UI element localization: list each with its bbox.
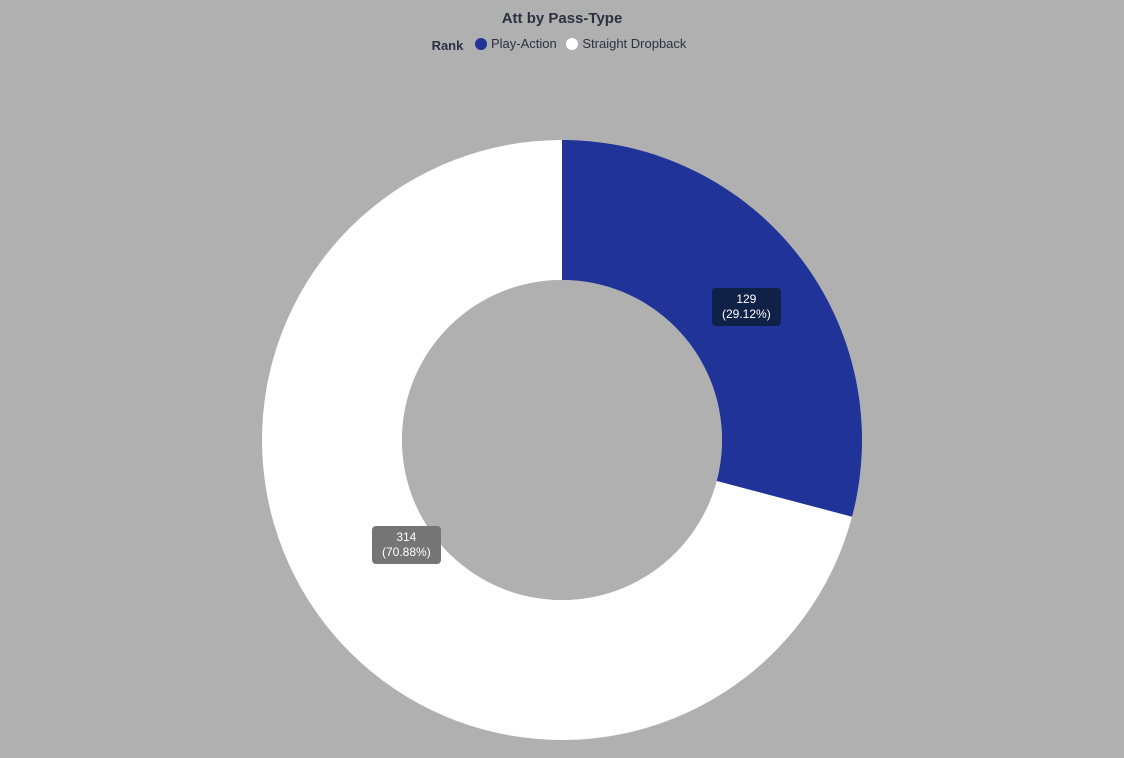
- tooltip-value-straight-dropback: 314: [396, 530, 416, 544]
- donut-svg: [0, 0, 1124, 758]
- tooltip-value-play-action: 129: [736, 292, 756, 306]
- slice-tooltip-play-action: 129 (29.12%): [712, 288, 781, 326]
- tooltip-percent-straight-dropback: (70.88%): [382, 545, 431, 559]
- tooltip-percent-play-action: (29.12%): [722, 307, 771, 321]
- donut-hole: [402, 280, 722, 600]
- slice-tooltip-straight-dropback: 314 (70.88%): [372, 526, 441, 564]
- donut-chart-container: Att by Pass-Type Rank Play-Action Straig…: [0, 0, 1124, 758]
